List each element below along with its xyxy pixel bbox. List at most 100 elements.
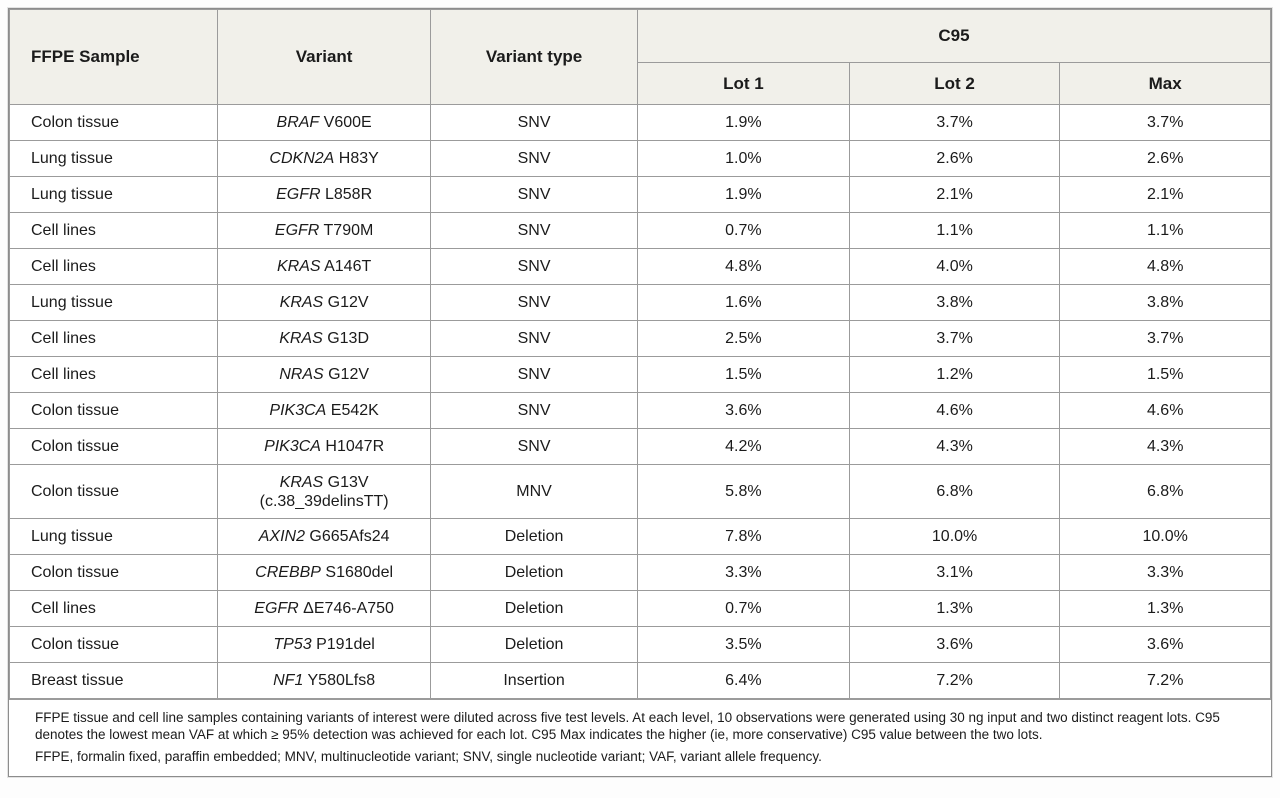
header-variant-type: Variant type — [430, 9, 638, 105]
cell-variant: PIK3CA H1047R — [217, 428, 432, 465]
table-row: Colon tissue KRAS G13V (c.38_39delinsTT) MN… — [8, 464, 1271, 519]
cell-c95-lot1: 1.0% — [636, 140, 850, 177]
cell-c95-lot2: 7.2% — [848, 662, 1061, 699]
cell-variant-type: MNV — [430, 464, 638, 519]
cell-c95-lot2: 3.6% — [848, 626, 1061, 663]
table-row: Cell lines NRAS G12V SNV 1.5% 1.2% 1.5% — [8, 356, 1271, 393]
cell-c95-lot2: 1.1% — [848, 212, 1061, 249]
table-row: Lung tissue CDKN2A H83Y SNV 1.0% 2.6% 2.6% — [8, 140, 1271, 177]
cell-c95-lot2: 1.2% — [848, 356, 1061, 393]
cell-variant: NRAS G12V — [217, 356, 432, 393]
cell-sample: Lung tissue — [8, 518, 219, 555]
cell-variant: BRAF V600E — [217, 104, 432, 141]
gene-name: CREBBP — [255, 564, 321, 581]
cell-variant-type: SNV — [430, 140, 638, 177]
cell-sample: Cell lines — [8, 212, 219, 249]
cell-c95-lot2: 2.1% — [848, 176, 1061, 213]
cell-sample: Breast tissue — [8, 662, 219, 699]
cell-c95-lot1: 3.6% — [636, 392, 850, 429]
cell-c95-lot1: 2.5% — [636, 320, 850, 357]
cell-c95-lot1: 6.4% — [636, 662, 850, 699]
cell-c95-lot2: 2.6% — [848, 140, 1061, 177]
gene-name: PIK3CA — [264, 438, 321, 455]
cell-c95-max: 6.8% — [1059, 464, 1271, 519]
cell-variant-type: SNV — [430, 176, 638, 213]
table-row: Lung tissue AXIN2 G665Afs24 Deletion 7.8% 10… — [8, 518, 1271, 555]
gene-name: CDKN2A — [269, 150, 335, 167]
cell-c95-max: 2.1% — [1059, 176, 1271, 213]
cell-sample: Colon tissue — [8, 428, 219, 465]
gene-name: EGFR — [276, 186, 321, 203]
table-body: Colon tissue BRAF V600E SNV 1.9% 3.7% 3.7% Lun… — [8, 104, 1271, 699]
cell-c95-lot2: 10.0% — [848, 518, 1061, 555]
header-max: Max — [1059, 62, 1271, 105]
gene-name: NF1 — [273, 672, 304, 689]
table-row: Colon tissue PIK3CA E542K SNV 3.6% 4.6% 4.6% — [8, 392, 1271, 429]
table-row: Cell lines KRAS G13D SNV 2.5% 3.7% 3.7% — [8, 320, 1271, 357]
cell-sample: Colon tissue — [8, 392, 219, 429]
table-row: Colon tissue TP53 P191del Deletion 3.5% 3.6%… — [8, 626, 1271, 663]
cell-sample: Cell lines — [8, 356, 219, 393]
cell-c95-max: 4.8% — [1059, 248, 1271, 285]
cell-variant-type: SNV — [430, 392, 638, 429]
cell-variant-type: SNV — [430, 356, 638, 393]
cell-variant: CREBBP S1680del — [217, 554, 432, 591]
cell-sample: Lung tissue — [8, 284, 219, 321]
cell-c95-lot1: 1.5% — [636, 356, 850, 393]
gene-name: EGFR — [274, 222, 320, 239]
cell-c95-lot1: 5.8% — [636, 464, 850, 519]
cell-c95-lot2: 6.8% — [848, 464, 1061, 519]
table-row: Cell lines EGFR ΔE746-A750 Deletion 0.7% 1.3… — [8, 590, 1271, 627]
header-ffpe-sample: FFPE Sample — [8, 9, 219, 105]
cell-c95-lot1: 4.8% — [636, 248, 850, 285]
cell-c95-lot2: 4.6% — [848, 392, 1061, 429]
cell-sample: Cell lines — [8, 320, 219, 357]
gene-name: NRAS — [279, 366, 324, 383]
cell-c95-max: 1.5% — [1059, 356, 1271, 393]
cell-c95-lot2: 3.7% — [848, 320, 1061, 357]
table-row: Lung tissue EGFR L858R SNV 1.9% 2.1% 2.1% — [8, 176, 1271, 213]
gene-name: KRAS — [279, 474, 324, 491]
cell-c95-max: 7.2% — [1059, 662, 1271, 699]
cell-variant-type: Deletion — [430, 590, 638, 627]
cell-variant-type: Deletion — [430, 626, 638, 663]
table-row: Breast tissue NF1 Y580Lfs8 Insertion 6.4% 7.… — [8, 662, 1271, 699]
cell-c95-max: 4.3% — [1059, 428, 1271, 465]
cell-variant-type: SNV — [430, 320, 638, 357]
table-row: Colon tissue PIK3CA H1047R SNV 4.2% 4.3% 4.3% — [8, 428, 1271, 465]
gene-name: KRAS — [276, 258, 321, 275]
cell-c95-lot2: 3.1% — [848, 554, 1061, 591]
cell-c95-lot1: 0.7% — [636, 212, 850, 249]
gene-name: EGFR — [254, 600, 299, 617]
table-footnotes: FFPE tissue and cell line samples contai… — [9, 699, 1271, 776]
cell-sample: Colon tissue — [8, 464, 219, 519]
cell-variant: TP53 P191del — [217, 626, 432, 663]
cell-variant-type: SNV — [430, 212, 638, 249]
c95-results-table-container: FFPE Sample Variant Variant type C95 Lot… — [8, 8, 1272, 777]
cell-c95-lot1: 1.9% — [636, 176, 850, 213]
table-row: Cell lines KRAS A146T SNV 4.8% 4.0% 4.8% — [8, 248, 1271, 285]
cell-variant: EGFR T790M — [217, 212, 432, 249]
cell-c95-max: 3.7% — [1059, 104, 1271, 141]
table-row: Lung tissue KRAS G12V SNV 1.6% 3.8% 3.8% — [8, 284, 1271, 321]
cell-variant: KRAS A146T — [217, 248, 432, 285]
cell-sample: Cell lines — [8, 248, 219, 285]
cell-sample: Colon tissue — [8, 104, 219, 141]
footnote-abbreviations: FFPE, formalin fixed, paraffin embedded;… — [35, 749, 822, 764]
header-c95-group: C95 — [636, 9, 1272, 63]
gene-name: KRAS — [279, 294, 324, 311]
cell-c95-max: 2.6% — [1059, 140, 1271, 177]
cell-sample: Lung tissue — [8, 140, 219, 177]
cell-c95-max: 1.3% — [1059, 590, 1271, 627]
variant-note: (c.38_39delinsTT) — [259, 493, 389, 510]
gene-name: AXIN2 — [258, 528, 305, 545]
cell-c95-max: 3.3% — [1059, 554, 1271, 591]
cell-c95-lot2: 3.7% — [848, 104, 1061, 141]
cell-variant: KRAS G13D — [217, 320, 432, 357]
cell-variant-type: SNV — [430, 428, 638, 465]
cell-variant: AXIN2 G665Afs24 — [217, 518, 432, 555]
cell-variant: KRAS G12V — [217, 284, 432, 321]
gene-name: PIK3CA — [269, 402, 327, 419]
table-row: Cell lines EGFR T790M SNV 0.7% 1.1% 1.1% — [8, 212, 1271, 249]
footnote-methods: FFPE tissue and cell line samples contai… — [35, 710, 1220, 742]
